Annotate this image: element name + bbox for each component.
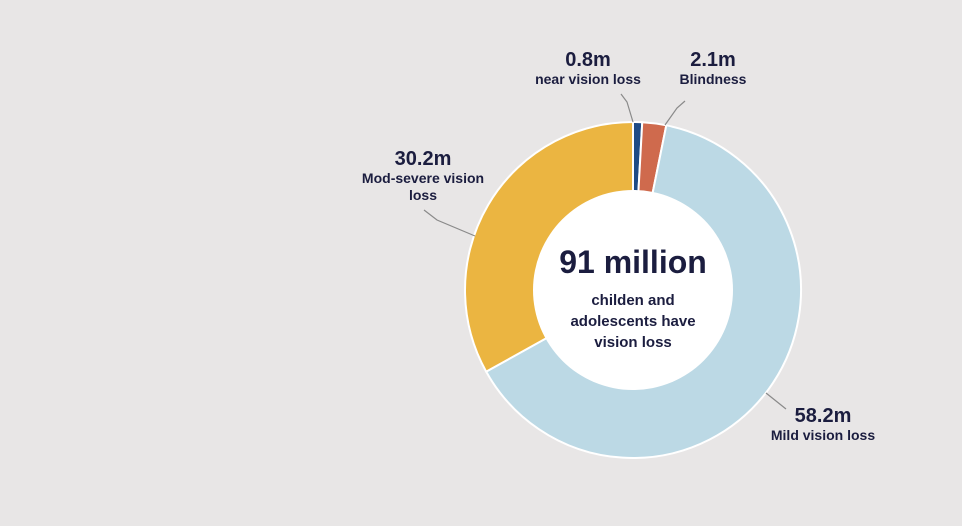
leader-line-near: [620, 93, 634, 123]
near-vision-loss-name: near vision loss: [535, 71, 641, 87]
mild-value: 58.2m: [794, 405, 852, 427]
data-label-near-vision-loss: 0.8m near vision loss: [523, 49, 653, 88]
blindness-value: 2.1m: [690, 49, 736, 71]
leader-lines: [423, 93, 787, 410]
near-vision-loss-value: 0.8m: [565, 49, 611, 71]
blindness-name: Blindness: [679, 71, 747, 87]
center-title: 91 million: [559, 244, 707, 280]
center-subtitle: childen and adolescents have vision loss: [570, 292, 696, 351]
data-label-mod-severe: 30.2m Mod-severe vision loss: [360, 148, 486, 204]
leader-line-mild: [765, 392, 787, 410]
data-label-mild: 58.2m Mild vision loss: [770, 405, 876, 444]
center-text: 91 million childen and adolescents have …: [533, 242, 733, 353]
mod-severe-name: Mod-severe vision loss: [361, 170, 485, 203]
mod-severe-value: 30.2m: [394, 148, 452, 170]
donut-center-hole: [533, 190, 733, 390]
mild-name: Mild vision loss: [770, 427, 876, 443]
leader-line-mod-severe: [423, 209, 476, 237]
leader-line-blindness: [664, 100, 686, 126]
data-label-blindness: 2.1m Blindness: [663, 49, 763, 88]
